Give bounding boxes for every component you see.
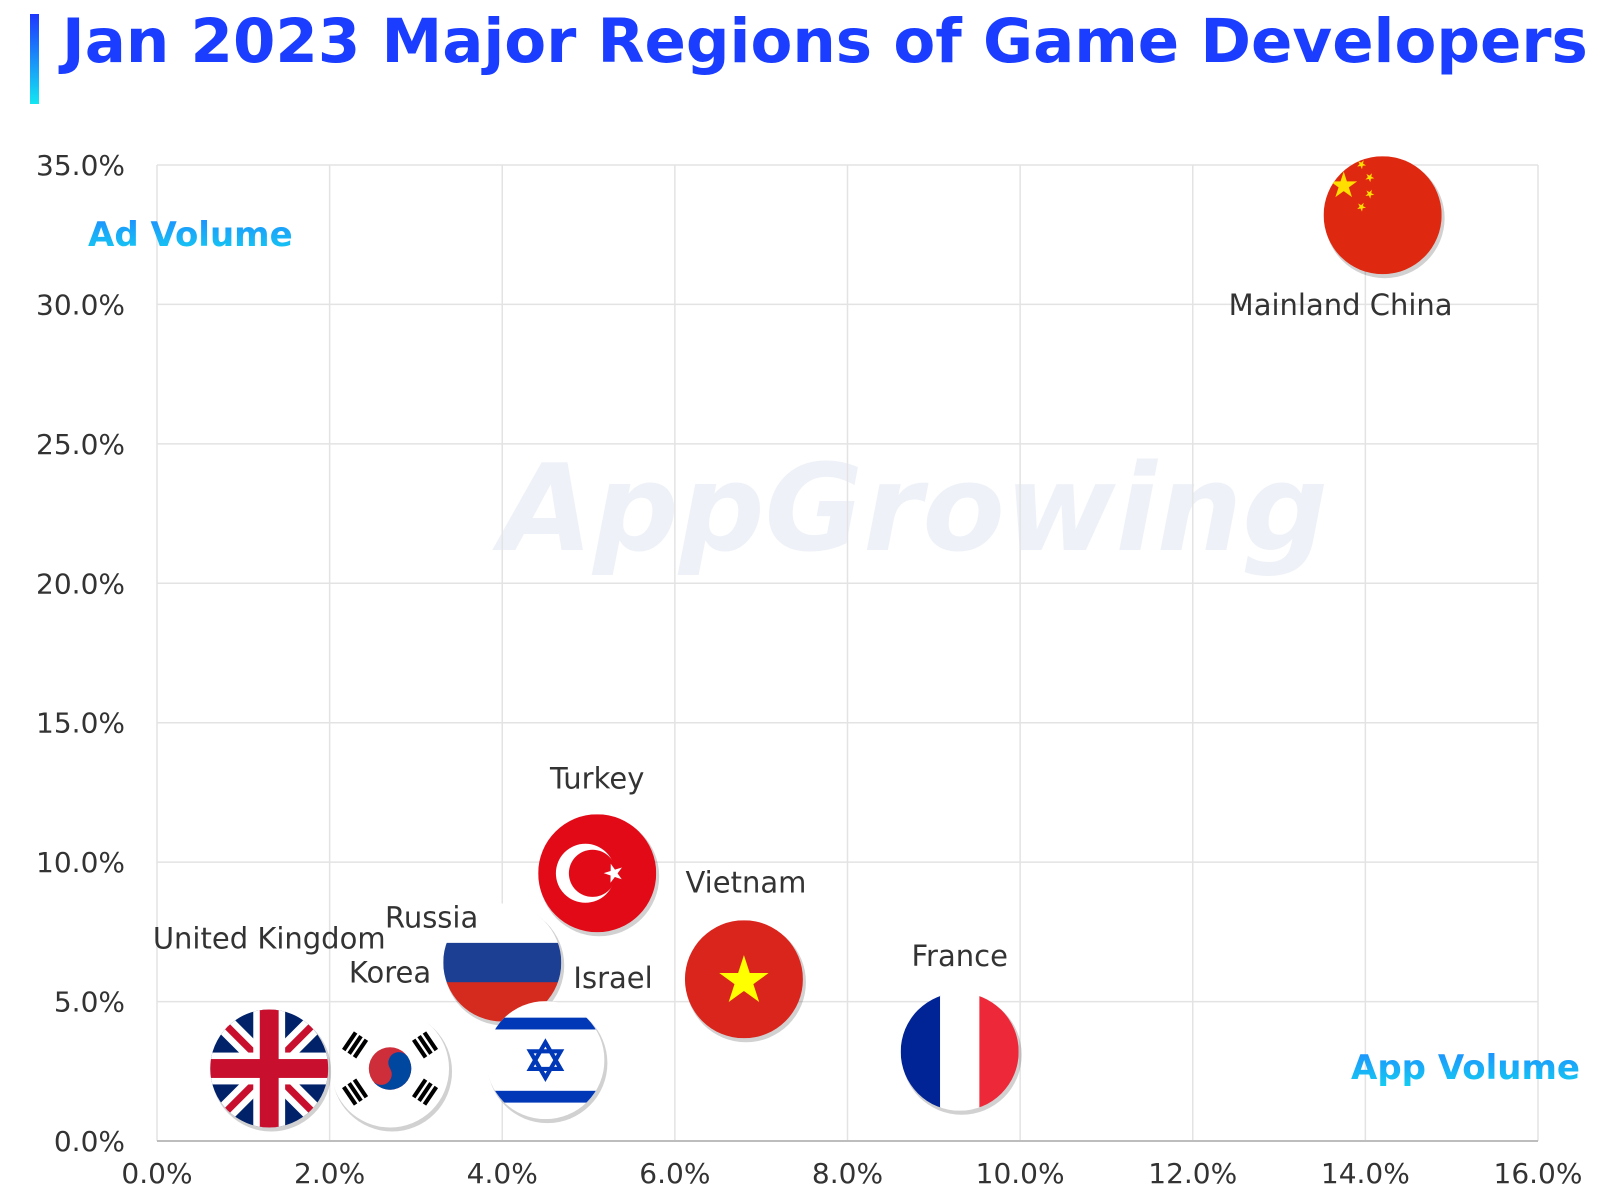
x-tick-label: 0.0% bbox=[121, 1157, 192, 1190]
watermark-text: AppGrowing bbox=[492, 440, 1328, 579]
tick-labels: 0.0% 2.0% 4.0% 6.0% 8.0% 10.0% 12.0% 14.0% 16.0%… bbox=[36, 149, 1582, 1190]
vietnam-flag bbox=[684, 920, 803, 1039]
data-points: Mainland China Turkey Russia Vietnam Israel F… bbox=[153, 156, 1453, 1132]
title-accent-bar bbox=[30, 14, 39, 104]
y-axis-title: Ad Volume bbox=[88, 215, 293, 255]
china-flag bbox=[1323, 156, 1442, 275]
y-tick-label: 30.0% bbox=[36, 288, 125, 321]
x-tick-label: 6.0% bbox=[639, 1157, 710, 1190]
data-point: Vietnam bbox=[684, 865, 806, 1043]
grid bbox=[156, 164, 1539, 1142]
data-point: Turkey bbox=[538, 761, 660, 937]
data-point: United Kingdom bbox=[153, 921, 386, 1132]
x-axis-title: App Volume bbox=[1351, 1048, 1580, 1088]
data-label: Korea bbox=[349, 955, 431, 989]
turkey-flag bbox=[538, 814, 657, 933]
korea-flag bbox=[331, 1009, 450, 1128]
y-tick-label: 15.0% bbox=[36, 707, 125, 740]
data-label: Mainland China bbox=[1229, 288, 1453, 322]
data-label: Turkey bbox=[549, 761, 644, 795]
data-point: Russia bbox=[385, 901, 565, 1026]
france-flag bbox=[900, 992, 1019, 1111]
x-tick-label: 4.0% bbox=[467, 1157, 538, 1190]
data-label: Israel bbox=[573, 961, 652, 995]
x-tick-label: 12.0% bbox=[1148, 1157, 1237, 1190]
data-point: Israel bbox=[486, 961, 653, 1124]
israel-flag bbox=[486, 1001, 605, 1120]
x-tick-label: 10.0% bbox=[976, 1157, 1065, 1190]
uk-flag bbox=[210, 1009, 329, 1128]
y-tick-label: 5.0% bbox=[54, 986, 125, 1019]
x-tick-label: 2.0% bbox=[294, 1157, 365, 1190]
data-point: Mainland China bbox=[1229, 156, 1453, 322]
x-tick-label: 8.0% bbox=[812, 1157, 883, 1190]
chart-title: Jan 2023 Major Regions of Game Developer… bbox=[62, 6, 1588, 77]
data-label: Vietnam bbox=[685, 865, 806, 899]
y-tick-label: 0.0% bbox=[54, 1125, 125, 1158]
data-point: Korea bbox=[331, 955, 453, 1132]
y-tick-label: 10.0% bbox=[36, 846, 125, 879]
y-tick-label: 20.0% bbox=[36, 567, 125, 600]
data-point: France bbox=[900, 939, 1022, 1115]
data-label: France bbox=[911, 939, 1007, 973]
x-tick-label: 16.0% bbox=[1494, 1157, 1583, 1190]
data-label: United Kingdom bbox=[153, 921, 386, 955]
x-tick-label: 14.0% bbox=[1321, 1157, 1410, 1190]
data-label: Russia bbox=[385, 901, 478, 935]
y-tick-label: 25.0% bbox=[36, 428, 125, 461]
y-tick-label: 35.0% bbox=[36, 149, 125, 182]
